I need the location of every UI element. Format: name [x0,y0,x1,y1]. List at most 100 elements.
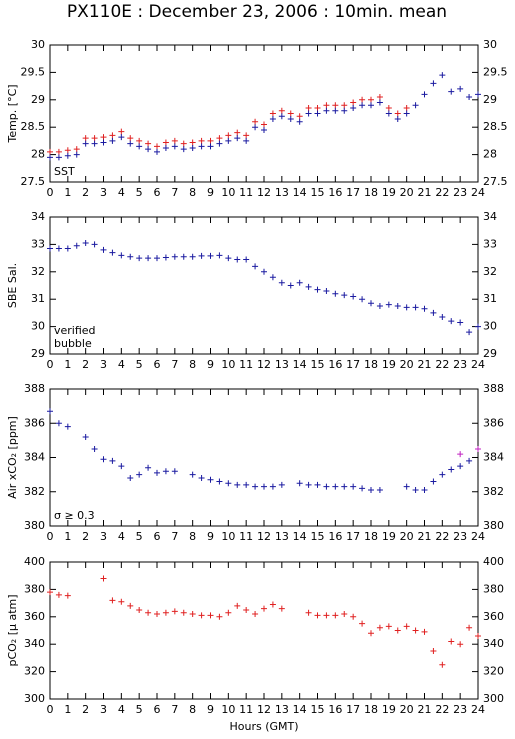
x-tick-label: 9 [207,358,214,371]
point [162,609,169,616]
point [332,107,339,114]
x-tick-label: 14 [293,186,307,199]
x-tick-label: 14 [293,703,307,716]
point [323,612,330,619]
point [359,485,366,492]
point [136,471,143,478]
point [55,420,62,427]
point [421,487,428,494]
x-tick-label: 5 [136,530,143,543]
y-tick-label: 34 [31,210,45,223]
point [73,151,80,158]
point [189,139,196,146]
y-tick-label: 33 [483,237,497,250]
point [269,115,276,122]
point [91,241,98,248]
point [261,121,267,128]
point [475,91,481,98]
x-tick-label: 19 [382,530,396,543]
legend-label: bubble [54,337,92,350]
x-tick-label: 10 [221,703,235,716]
point [305,110,312,117]
x-tick-label: 6 [154,703,161,716]
point [198,137,205,144]
point [368,487,374,494]
point [91,140,98,147]
y-tick-label: 29.5 [21,65,46,78]
point [341,102,348,109]
x-tick-label: 18 [364,186,378,199]
point [457,451,464,458]
point [466,624,473,631]
y-tick-label: 380 [483,582,504,595]
x-tick-label: 3 [100,186,107,199]
x-tick-label: 15 [311,186,325,199]
x-tick-label: 11 [239,358,253,371]
point [323,287,330,294]
y-tick-label: 29 [483,347,497,360]
point [100,139,107,146]
point [457,319,464,326]
point [314,612,321,619]
x-tick-label: 18 [364,530,378,543]
y-tick-label: 34 [483,210,497,223]
x-tick-label: 16 [328,703,342,716]
y-tick-label: 340 [24,637,45,650]
point [269,601,276,608]
point [296,480,303,487]
y-tick-label: 300 [483,692,504,705]
point [154,611,160,618]
point [47,154,53,161]
y-tick-label: 384 [24,451,45,464]
point [207,612,214,619]
point [136,137,143,144]
x-tick-label: 23 [453,186,467,199]
point [269,110,276,117]
point [243,481,250,488]
x-tick-label: 16 [328,358,342,371]
point [198,252,205,259]
x-tick-label: 2 [82,358,89,371]
x-tick-label: 6 [154,530,161,543]
plot-frame [49,388,479,527]
point [127,135,134,142]
point [278,605,285,612]
point [278,107,285,114]
point [154,255,160,262]
point [47,245,53,252]
y-tick-label: 27.5 [483,175,508,188]
point [430,309,437,316]
point [55,154,62,161]
x-tick-label: 9 [207,186,214,199]
x-tick-label: 8 [189,358,196,371]
point [100,134,107,141]
x-tick-label: 20 [400,186,414,199]
x-tick-label: 16 [328,530,342,543]
x-tick-label: 15 [311,703,325,716]
x-tick-label: 5 [136,358,143,371]
point [385,301,392,308]
y-tick-label: 386 [483,416,504,429]
x-tick-label: 20 [400,703,414,716]
point [64,152,71,159]
point [376,624,383,631]
x-tick-label: 4 [118,530,125,543]
point [261,605,267,612]
point [269,274,276,281]
point [457,85,464,92]
point [64,147,71,154]
x-tick-label: 23 [453,358,467,371]
x-tick-label: 21 [418,703,432,716]
point [243,256,250,263]
point [118,252,125,259]
point [216,252,223,259]
point [323,483,330,490]
point [47,408,53,415]
y-tick-label: 380 [24,582,45,595]
point [412,487,419,494]
point [171,608,178,615]
x-tick-label: 17 [346,186,360,199]
point [91,445,98,452]
y-axis-label: pCO₂ [μ atm] [6,594,19,666]
x-tick-label: 23 [453,530,467,543]
